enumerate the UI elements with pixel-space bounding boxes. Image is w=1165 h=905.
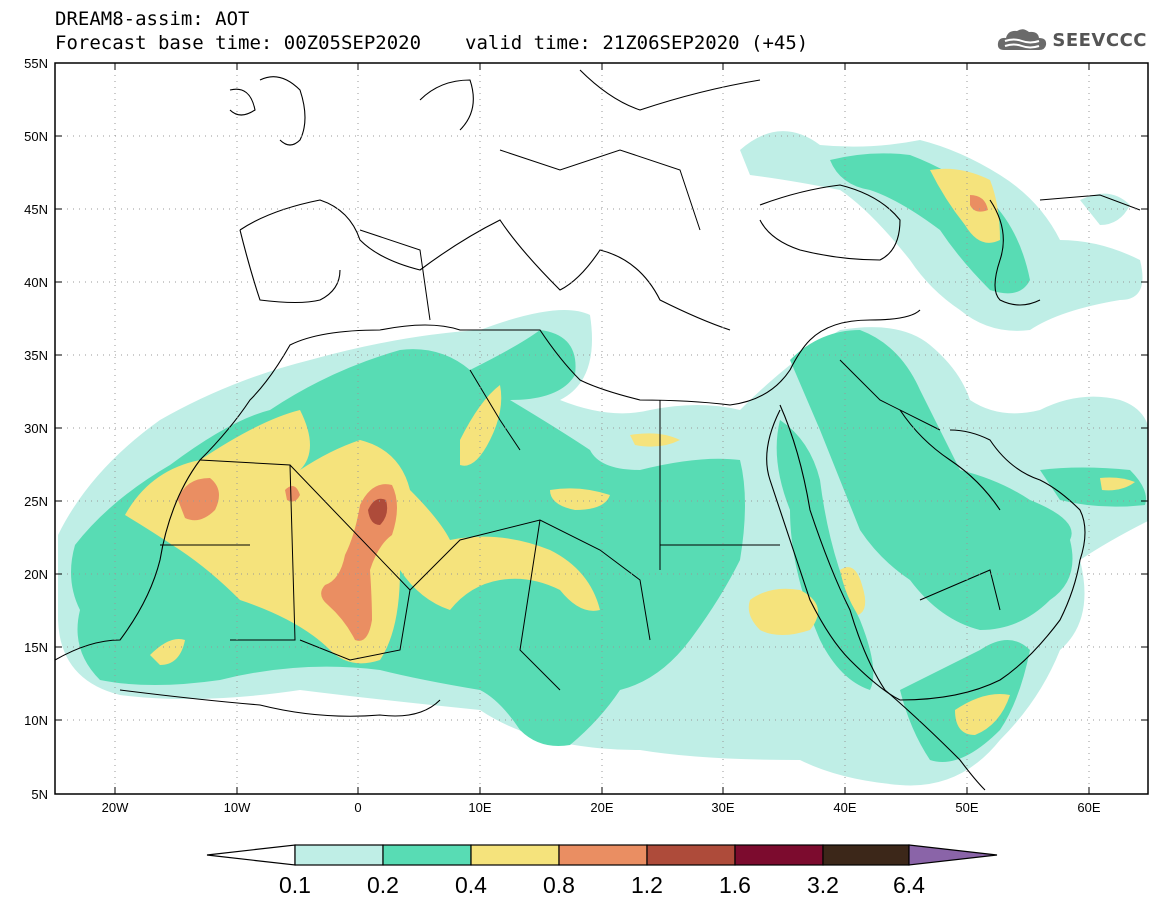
colorbar-label: 1.6 [719,872,751,898]
lat-label: 55N [24,56,48,71]
lat-label: 50N [24,129,48,144]
colorbar-segment [382,844,472,866]
lat-label: 35N [24,348,48,363]
colorbar-segment [822,844,910,866]
lat-label: 30N [24,421,48,436]
lon-label: 0 [354,800,361,815]
aot-contour-1.2 [368,498,388,525]
lon-label: 10W [224,800,251,815]
lon-label: 40E [833,800,856,815]
logo-text: SEEVCCC [1052,29,1147,51]
colorbar-label: 1.2 [631,872,663,898]
colorbar-high-end [908,844,998,866]
axis-ticks [55,62,1148,795]
colorbar-segment [294,844,384,866]
base-time: Forecast base time: 00Z05SEP2020 [55,32,422,54]
aot-field [58,131,1148,786]
colorbar-label: 0.1 [279,872,311,898]
lon-label: 10E [468,800,491,815]
graticule [55,63,1148,794]
lat-label: 40N [24,275,48,290]
coastlines [55,69,1086,791]
lon-label: 30E [711,800,734,815]
colorbar-label: 3.2 [807,872,839,898]
colorbar-label: 0.8 [543,872,575,898]
lon-label: 20W [102,800,129,815]
lat-label: 5N [31,787,48,802]
lat-label: 25N [24,494,48,509]
colorbar: 0.1 0.2 0.4 0.8 1.2 1.6 3.2 6.4 [206,844,998,898]
longitude-labels: 20W 10W 0 10E 20E 30E 40E 50E 60E [102,800,1101,815]
colorbar-segment [558,844,648,866]
valid-time: valid time: 21Z06SEP2020 (+45) [465,32,809,54]
map-title: DREAM8-assim: AOT [55,8,250,30]
lat-label: 45N [24,202,48,217]
colorbar-low-end [206,844,296,866]
cloud-icon [998,29,1047,50]
lat-label: 20N [24,567,48,582]
colorbar-label: 0.4 [455,872,487,898]
lon-label: 50E [955,800,978,815]
lat-label: 10N [24,713,48,728]
latitude-labels: 55N 50N 45N 40N 35N 30N 25N 20N 15N 10N … [24,56,48,802]
forecast-times: Forecast base time: 00Z05SEP2020 valid ti… [55,32,808,54]
colorbar-segment [470,844,560,866]
lon-label: 20E [590,800,613,815]
lat-label: 15N [24,640,48,655]
colorbar-segment [734,844,824,866]
lon-label: 60E [1077,800,1100,815]
colorbar-segment [646,844,736,866]
colorbar-label: 6.4 [893,872,925,898]
colorbar-label: 0.2 [367,872,399,898]
seevccc-logo: SEEVCCC [996,24,1147,56]
borders [160,149,1141,691]
